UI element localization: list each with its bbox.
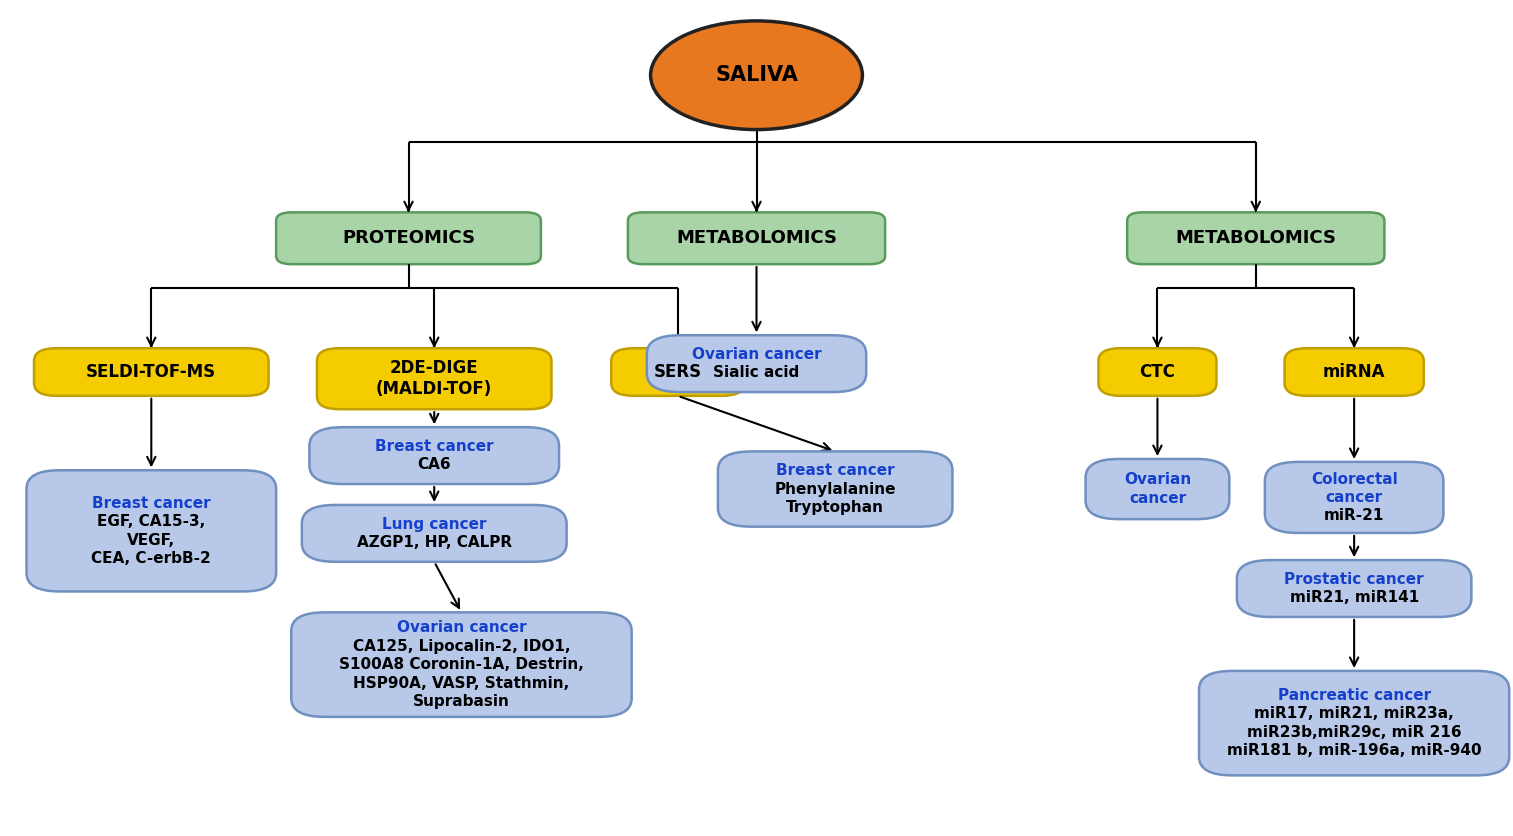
Text: SELDI-TOF-MS: SELDI-TOF-MS xyxy=(86,363,216,381)
Text: Lung cancer: Lung cancer xyxy=(381,517,487,532)
Text: Colorectal: Colorectal xyxy=(1310,472,1398,487)
FancyBboxPatch shape xyxy=(1098,348,1216,395)
Text: Pancreatic cancer: Pancreatic cancer xyxy=(1277,688,1431,703)
Text: AZGP1, HP, CALPR: AZGP1, HP, CALPR xyxy=(357,535,511,550)
FancyBboxPatch shape xyxy=(648,335,865,392)
FancyBboxPatch shape xyxy=(277,212,542,264)
FancyBboxPatch shape xyxy=(35,348,269,395)
Text: Prostatic cancer: Prostatic cancer xyxy=(1285,572,1424,587)
Text: CTC: CTC xyxy=(1139,363,1176,381)
Text: CA125, Lipocalin-2, IDO1,: CA125, Lipocalin-2, IDO1, xyxy=(353,639,570,654)
Text: 2DE-DIGE
(MALDI-TOF): 2DE-DIGE (MALDI-TOF) xyxy=(377,359,492,398)
Text: miR-21: miR-21 xyxy=(1324,508,1384,523)
Text: miR181 b, miR-196a, miR-940: miR181 b, miR-196a, miR-940 xyxy=(1227,743,1481,758)
Text: miR23b,miR29c, miR 216: miR23b,miR29c, miR 216 xyxy=(1247,725,1462,740)
Text: Breast cancer: Breast cancer xyxy=(375,439,493,454)
Text: HSP90A, VASP, Stathmin,: HSP90A, VASP, Stathmin, xyxy=(354,675,569,691)
FancyBboxPatch shape xyxy=(290,612,632,717)
Text: VEGF,: VEGF, xyxy=(127,533,176,548)
Text: SALIVA: SALIVA xyxy=(716,65,797,85)
FancyBboxPatch shape xyxy=(301,505,566,562)
Text: Sialic acid: Sialic acid xyxy=(713,365,800,380)
FancyBboxPatch shape xyxy=(27,470,275,592)
FancyBboxPatch shape xyxy=(1086,459,1229,519)
Text: S100A8 Coronin-1A, Destrin,: S100A8 Coronin-1A, Destrin, xyxy=(339,657,584,672)
FancyBboxPatch shape xyxy=(717,451,953,527)
Text: miR21, miR141: miR21, miR141 xyxy=(1289,590,1419,605)
Text: SERS: SERS xyxy=(654,363,702,381)
Text: Breast cancer: Breast cancer xyxy=(92,496,210,511)
Text: EGF, CA15-3,: EGF, CA15-3, xyxy=(97,514,206,529)
FancyBboxPatch shape xyxy=(1238,560,1471,617)
Text: Breast cancer: Breast cancer xyxy=(776,463,894,478)
Text: CA6: CA6 xyxy=(418,457,451,472)
FancyBboxPatch shape xyxy=(316,348,551,409)
Text: Phenylalanine: Phenylalanine xyxy=(775,482,896,497)
FancyBboxPatch shape xyxy=(611,348,744,395)
FancyBboxPatch shape xyxy=(1285,348,1424,395)
Text: Tryptophan: Tryptophan xyxy=(787,500,884,515)
Text: Suprabasin: Suprabasin xyxy=(413,694,510,709)
Text: miR17, miR21, miR23a,: miR17, miR21, miR23a, xyxy=(1254,706,1454,721)
Text: Ovarian: Ovarian xyxy=(1124,472,1191,487)
Ellipse shape xyxy=(651,21,862,130)
Text: cancer: cancer xyxy=(1129,491,1186,506)
Text: METABOLOMICS: METABOLOMICS xyxy=(676,229,837,247)
Text: Ovarian cancer: Ovarian cancer xyxy=(396,620,527,635)
Text: cancer: cancer xyxy=(1325,490,1383,505)
Text: CEA, C-erbB-2: CEA, C-erbB-2 xyxy=(91,551,212,566)
Text: Ovarian cancer: Ovarian cancer xyxy=(691,347,822,362)
FancyBboxPatch shape xyxy=(309,427,558,484)
FancyBboxPatch shape xyxy=(1198,670,1508,776)
FancyBboxPatch shape xyxy=(1265,461,1443,533)
FancyBboxPatch shape xyxy=(1127,212,1384,264)
Text: miRNA: miRNA xyxy=(1322,363,1386,381)
Text: PROTEOMICS: PROTEOMICS xyxy=(342,229,475,247)
FancyBboxPatch shape xyxy=(628,212,885,264)
Text: METABOLOMICS: METABOLOMICS xyxy=(1176,229,1336,247)
